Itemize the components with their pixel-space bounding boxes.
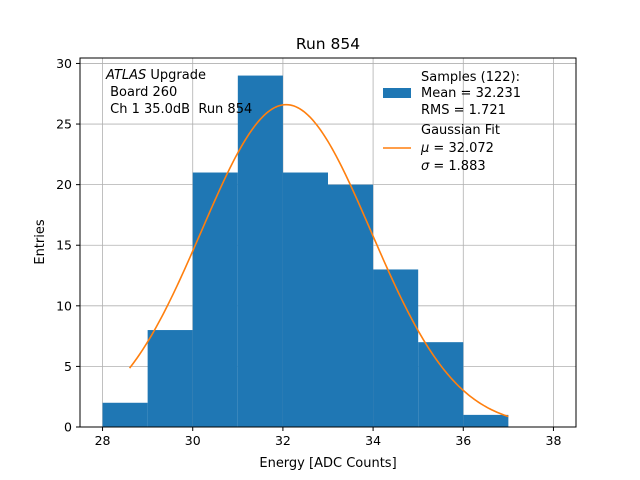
legend-mu-value: = 32.072: [429, 141, 494, 156]
legend-fit-sigma: σ = 1.883: [421, 159, 486, 174]
x-tick-label: 30: [185, 433, 201, 448]
histogram-bar: [463, 414, 509, 427]
histogram-bar: [147, 330, 193, 427]
y-tick-label: 0: [64, 420, 72, 435]
x-tick-label: 36: [455, 433, 471, 448]
plot-frame: [79, 57, 577, 428]
annotation-atlas: ATLAS: [105, 68, 146, 83]
annotation-line-3: Ch 1 35.0dB Run 854: [106, 102, 252, 117]
legend-sigma-symbol: σ: [421, 159, 430, 174]
legend-mu-symbol: μ: [420, 141, 429, 156]
annotation-line-2: Board 260: [106, 85, 177, 100]
y-tick-label: 15: [56, 238, 72, 253]
legend-fit-mu: μ = 32.072: [420, 141, 494, 156]
histogram-bar: [237, 75, 283, 428]
annotation-line-1: ATLAS Upgrade: [105, 68, 206, 83]
histogram-bar: [102, 402, 148, 427]
legend-hist-line-3: RMS = 1.721: [421, 103, 506, 118]
histogram-bars: [102, 75, 509, 428]
histogram-bar: [328, 184, 374, 427]
legend-sigma-value: = 1.883: [429, 159, 485, 174]
y-tick-label: 25: [56, 117, 72, 132]
y-tick-label: 20: [56, 177, 72, 192]
legend: Samples (122): Mean = 32.231 RMS = 1.721…: [383, 70, 521, 174]
x-axis-label: Energy [ADC Counts]: [259, 456, 396, 471]
histogram-bar: [418, 342, 464, 427]
y-tick-label: 5: [64, 359, 72, 374]
legend-hist-line-1: Samples (122):: [421, 70, 520, 85]
y-axis-label: Entries: [33, 219, 48, 265]
y-axis-ticks: 0 5 10 15 20 25 30: [56, 56, 80, 435]
x-tick-label: 28: [95, 433, 111, 448]
x-tick-label: 32: [275, 433, 291, 448]
chart-title: Run 854: [296, 35, 360, 53]
legend-fit-title: Gaussian Fit: [421, 123, 500, 138]
histogram-bar: [192, 172, 238, 427]
gaussian-fit-curve: [128, 103, 509, 418]
y-tick-label: 30: [56, 56, 72, 71]
x-axis-ticks: 28 30 32 34 36 38: [95, 427, 562, 448]
x-tick-label: 34: [365, 433, 381, 448]
atlas-annotation: ATLAS Upgrade Board 260 Ch 1 35.0dB Run …: [105, 68, 252, 117]
annotation-upgrade: Upgrade: [146, 68, 206, 83]
y-tick-label: 10: [56, 298, 72, 313]
x-tick-label: 38: [546, 433, 562, 448]
histogram-bar: [373, 269, 419, 427]
legend-hist-line-2: Mean = 32.231: [421, 86, 521, 101]
histogram-bar: [282, 172, 328, 427]
legend-hist-swatch: [383, 88, 411, 98]
